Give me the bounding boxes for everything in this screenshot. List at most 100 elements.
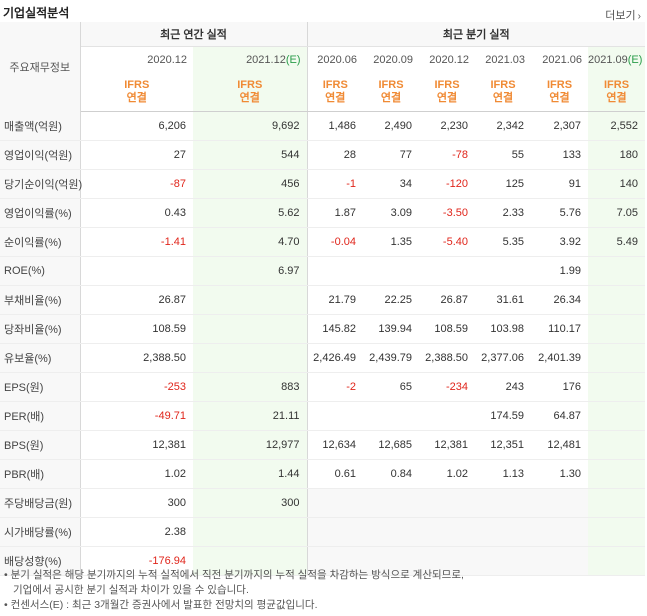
ifrs-label: IFRS — [237, 79, 263, 91]
table-cell: 5.49 — [588, 227, 646, 257]
table-cell: 26.87 — [419, 285, 475, 315]
row-label: PER(배) — [0, 401, 81, 431]
table-cell: 125 — [475, 169, 531, 199]
table-cell: 34 — [363, 169, 419, 199]
column-date: 2020.09 — [363, 46, 419, 73]
table-row: 배당성향(%) -176.94 — [0, 546, 646, 576]
ifrs-badge: IFRS 연결 — [307, 73, 363, 112]
table-cell: 180 — [588, 140, 646, 170]
financial-table: 주요재무정보 최근 연간 실적 최근 분기 실적 2020.12 2021.12(… — [0, 22, 646, 576]
column-date-text: 2020.09 — [373, 54, 413, 66]
ifrs-badge: IFRS 연결 — [193, 73, 308, 112]
more-link[interactable]: 더보기 › — [605, 7, 641, 23]
table-cell — [588, 343, 646, 373]
table-cell: 26.34 — [531, 285, 588, 315]
table-cell — [475, 488, 531, 518]
table-cell — [588, 459, 646, 489]
table-cell — [588, 401, 646, 431]
table-cell — [193, 343, 308, 373]
table-cell: 28 — [307, 140, 363, 170]
table-cell: 2,307 — [531, 111, 588, 141]
table-cell: 22.25 — [363, 285, 419, 315]
row-label: 유보율(%) — [0, 343, 81, 373]
footnote-quarter-cont: 기업에서 공시한 분기 실적과 차이가 있을 수 있습니다. — [13, 584, 249, 596]
table-cell: 108.59 — [419, 314, 475, 344]
table-cell: 64.87 — [531, 401, 588, 431]
table-cell: 12,351 — [475, 430, 531, 460]
table-cell — [363, 401, 419, 431]
table-cell — [307, 256, 363, 286]
table-cell: 2,388.50 — [419, 343, 475, 373]
row-label: 시가배당률(%) — [0, 517, 81, 547]
ifrs-label: IFRS — [378, 79, 404, 91]
ifrs-label: IFRS — [546, 79, 573, 91]
table-cell: -0.04 — [307, 227, 363, 257]
table-cell — [588, 430, 646, 460]
table-cell: 2,377.06 — [475, 343, 531, 373]
table-cell: 2.33 — [475, 198, 531, 228]
table-cell — [363, 256, 419, 286]
section-title: 기업실적분석 — [3, 6, 70, 20]
table-cell — [193, 314, 308, 344]
table-row: EPS(원) -253 883 -2 65 -234 243 176 — [0, 372, 646, 402]
table-cell — [307, 517, 363, 547]
table-cell: 2,426.49 — [307, 343, 363, 373]
table-row: 당좌비율(%) 108.59 145.82 139.94 108.59 103.98 110… — [0, 314, 646, 344]
table-cell — [475, 546, 531, 576]
table-row: ROE(%) 6.97 1.99 — [0, 256, 646, 286]
table-cell — [588, 546, 646, 576]
table-cell: 12,977 — [193, 430, 308, 460]
column-date: 2020.06 — [307, 46, 363, 73]
table-cell: 2,401.39 — [531, 343, 588, 373]
column-date: 2021.12(E) — [193, 46, 308, 73]
table-cell: 12,381 — [419, 430, 475, 460]
ifrs-row: IFRS 연결 IFRS 연결 IFRS 연결 IFRS 연결 IFRS 연결 IFRS 연결 IFRS… — [0, 73, 646, 112]
table-cell: 1.30 — [531, 459, 588, 489]
table-cell: 1,486 — [307, 111, 363, 141]
column-date-text: 2020.12 — [147, 54, 187, 66]
table-cell: 108.59 — [80, 314, 193, 344]
table-cell — [80, 256, 193, 286]
table-cell: 26.87 — [80, 285, 193, 315]
table-cell: -176.94 — [80, 546, 193, 576]
table-cell: 31.61 — [475, 285, 531, 315]
column-date: 2021.06 — [531, 46, 588, 73]
ifrs-label: IFRS — [490, 79, 516, 91]
table-cell: 9,692 — [193, 111, 308, 141]
table-row: 영업이익(억원) 27 544 28 77 -78 55 133 180 — [0, 140, 646, 170]
table-cell: 145.82 — [307, 314, 363, 344]
chevron-right-icon: › — [637, 11, 641, 22]
table-cell: 5.62 — [193, 198, 308, 228]
table-cell — [419, 488, 475, 518]
row-label: 부채비율(%) — [0, 285, 81, 315]
table-cell: 6,206 — [80, 111, 193, 141]
table-cell: 110.17 — [531, 314, 588, 344]
table-cell: 3.09 — [363, 198, 419, 228]
ifrs-badge: IFRS 연결 — [475, 73, 531, 112]
table-cell: 2,439.79 — [363, 343, 419, 373]
table-cell: -87 — [80, 169, 193, 199]
footnotes: • 분기 실적은 해당 분기까지의 누적 실적에서 직전 분기까지의 누적 실적… — [4, 568, 464, 613]
table-cell — [588, 285, 646, 315]
corner-label: 주요재무정보 — [0, 22, 81, 112]
table-row: 시가배당률(%) 2.38 — [0, 517, 646, 547]
table-cell: 174.59 — [475, 401, 531, 431]
row-label: 배당성향(%) — [0, 546, 81, 576]
table-row: PBR(배) 1.02 1.44 0.61 0.84 1.02 1.13 1.30 — [0, 459, 646, 489]
table-cell — [588, 314, 646, 344]
ifrs-label: IFRS — [434, 79, 460, 91]
table-cell: 2,342 — [475, 111, 531, 141]
table-cell: 55 — [475, 140, 531, 170]
table-cell: 1.13 — [475, 459, 531, 489]
table-cell — [419, 517, 475, 547]
table-cell — [419, 401, 475, 431]
section-header: 기업실적분석 더보기 › — [0, 0, 647, 24]
table-cell: 12,685 — [363, 430, 419, 460]
column-date-text: 2021.03 — [485, 54, 525, 66]
table-cell — [475, 517, 531, 547]
ifrs-badge: IFRS 연결 — [588, 73, 646, 112]
column-date-text: 2021.12 — [246, 54, 286, 66]
table-cell: 4.70 — [193, 227, 308, 257]
table-cell — [193, 285, 308, 315]
table-cell: 139.94 — [363, 314, 419, 344]
